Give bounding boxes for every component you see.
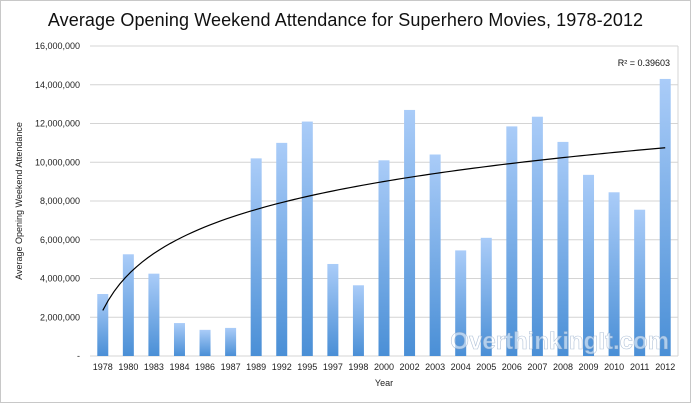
- x-tick-label: 1980: [118, 362, 138, 372]
- y-tick-label: 6,000,000: [40, 235, 80, 245]
- x-tick-label: 1986: [195, 362, 215, 372]
- x-tick-label: 1992: [272, 362, 292, 372]
- x-tick-label: 2008: [553, 362, 573, 372]
- bar-2006: [506, 126, 518, 356]
- bars: [97, 78, 671, 356]
- trendline-group: [102, 147, 666, 311]
- bar-2000: [378, 160, 390, 356]
- x-tick-label: 2010: [604, 362, 624, 372]
- bar-1987: [225, 327, 237, 356]
- x-tick-label: 1989: [246, 362, 266, 372]
- y-tick-label: 8,000,000: [40, 196, 80, 206]
- x-tick-labels: 1978 1980 1983 1984 1986 1987 1989 1992 1995 1997…: [93, 362, 675, 372]
- bar-2011: [634, 209, 646, 356]
- x-tick-label: 2006: [502, 362, 522, 372]
- x-tick-label: 2009: [579, 362, 599, 372]
- x-tick-label: 2003: [425, 362, 445, 372]
- bar-2012: [659, 78, 671, 356]
- bar-2008: [557, 141, 569, 356]
- x-tick-label: 2005: [476, 362, 496, 372]
- bar-1983: [148, 273, 160, 356]
- x-tick-label: 1997: [323, 362, 343, 372]
- bar-1984: [173, 323, 185, 356]
- x-tick-label: 2002: [400, 362, 420, 372]
- x-tick-label: 2012: [655, 362, 675, 372]
- r-squared-annotation: R² = 0.39603: [618, 58, 670, 68]
- y-tick-label: 12,000,000: [35, 119, 80, 129]
- bar-1986: [199, 329, 211, 356]
- y-tick-label: 10,000,000: [35, 157, 80, 167]
- y-tick-label: -: [77, 351, 80, 361]
- bar-2005: [480, 237, 492, 356]
- x-tick-label: 2000: [374, 362, 394, 372]
- x-axis-title: Year: [375, 378, 393, 388]
- x-tick-label: 1984: [169, 362, 189, 372]
- bar-2009: [583, 174, 595, 356]
- bar-1978: [97, 294, 109, 356]
- y-tick-labels: - 2,000,000 4,000,000 6,000,000 8,000,000 10,…: [35, 41, 80, 361]
- chart-title: Average Opening Weekend Attendance for S…: [47, 10, 644, 30]
- bar-1997: [327, 263, 339, 356]
- bar-1998: [352, 285, 364, 356]
- x-tick-label: 1998: [348, 362, 368, 372]
- bar-2002: [404, 109, 416, 356]
- x-tick-label: 1987: [221, 362, 241, 372]
- bar-1995: [301, 121, 313, 356]
- x-tick-label: 2007: [527, 362, 547, 372]
- y-tick-label: 4,000,000: [40, 274, 80, 284]
- bar-2007: [531, 116, 543, 356]
- x-tick-label: 1983: [144, 362, 164, 372]
- y-tick-label: 2,000,000: [40, 312, 80, 322]
- watermark-text: OverthinkingIt.com: [450, 328, 669, 355]
- bar-2004: [455, 250, 467, 356]
- bar-1980: [122, 254, 134, 356]
- bar-1992: [276, 142, 288, 356]
- x-tick-label: 1995: [297, 362, 317, 372]
- x-tick-label: 1978: [93, 362, 113, 372]
- y-tick-label: 16,000,000: [35, 41, 80, 51]
- bar-2010: [608, 192, 620, 356]
- bar-2003: [429, 154, 441, 356]
- x-tick-label: 2011: [630, 362, 649, 372]
- y-axis-title: Average Opening Weekend Attendance: [14, 122, 24, 280]
- x-tick-label: 2004: [451, 362, 471, 372]
- trendline: [102, 147, 666, 311]
- y-tick-label: 14,000,000: [35, 80, 80, 90]
- bar-1989: [250, 158, 262, 356]
